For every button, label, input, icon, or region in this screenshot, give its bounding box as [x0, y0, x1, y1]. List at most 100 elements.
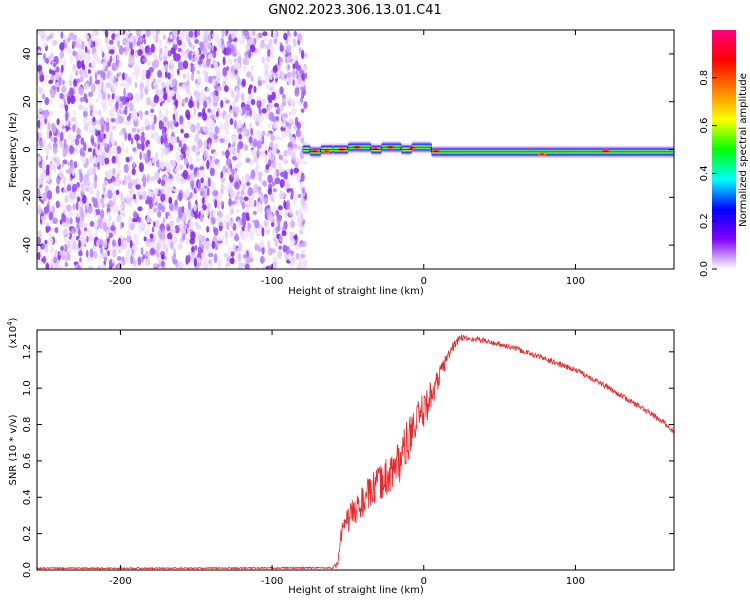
- noise-speckle: [207, 43, 212, 50]
- noise-speckle: [262, 31, 268, 37]
- noise-speckle: [75, 212, 81, 218]
- noise-speckle: [232, 156, 238, 161]
- noise-speckle: [146, 227, 150, 236]
- noise-speckle: [73, 34, 78, 41]
- noise-speckle: [204, 74, 209, 83]
- noise-speckle: [67, 47, 72, 55]
- noise-speckle: [169, 185, 174, 192]
- noise-speckle: [85, 116, 89, 122]
- noise-speckle: [170, 159, 176, 168]
- noise-speckle: [121, 95, 127, 106]
- noise-speckle: [211, 160, 215, 169]
- noise-speckle: [281, 230, 287, 237]
- noise-speckle: [115, 99, 119, 110]
- noise-speckle: [42, 139, 47, 145]
- noise-speckle: [161, 81, 166, 89]
- noise-speckle: [217, 205, 221, 210]
- noise-speckle: [181, 137, 187, 146]
- noise-speckle: [209, 114, 214, 120]
- noise-speckle: [80, 183, 85, 194]
- noise-speckle: [108, 148, 112, 155]
- noise-speckle: [303, 65, 307, 74]
- noise-speckle: [46, 164, 50, 170]
- colorbar-label: Normalized spectral amplitude: [738, 73, 749, 227]
- figure-title: GN02.2023.306.13.01.C41: [268, 3, 442, 18]
- y-tick-label: 1.2: [22, 344, 33, 360]
- noise-speckle: [68, 247, 72, 256]
- noise-speckle: [41, 159, 46, 170]
- noise-speckle: [104, 30, 109, 38]
- noise-speckle: [105, 229, 110, 239]
- noise-speckle: [69, 191, 75, 200]
- noise-speckle: [179, 115, 184, 125]
- noise-speckle: [201, 204, 207, 211]
- noise-speckle: [98, 217, 103, 224]
- noise-speckle: [214, 244, 219, 251]
- noise-speckle: [89, 248, 94, 258]
- noise-speckle: [60, 64, 64, 73]
- noise-speckle: [69, 73, 74, 79]
- noise-speckle: [244, 144, 249, 152]
- noise-speckle: [230, 200, 236, 205]
- noise-speckle: [37, 74, 40, 84]
- noise-speckle: [96, 57, 102, 65]
- noise-speckle: [196, 100, 200, 110]
- noise-speckle: [91, 32, 95, 42]
- noise-speckle: [107, 170, 113, 180]
- noise-speckle: [171, 123, 175, 130]
- noise-speckle: [157, 229, 163, 238]
- noise-speckle: [205, 58, 211, 67]
- noise-speckle: [156, 78, 161, 84]
- noise-speckle: [113, 197, 116, 207]
- noise-speckle: [211, 156, 216, 162]
- noise-speckle: [45, 72, 48, 82]
- noise-speckle: [104, 264, 107, 269]
- noise-speckle: [244, 224, 248, 234]
- y-tick-label: -40: [22, 237, 33, 253]
- noise-speckle: [140, 219, 145, 229]
- noise-speckle: [102, 222, 108, 232]
- noise-speckle: [186, 227, 190, 235]
- snr-y-multiplier: (x104): [6, 317, 19, 348]
- noise-speckle: [201, 236, 207, 246]
- noise-speckle: [255, 165, 259, 175]
- noise-speckle: [87, 256, 90, 263]
- noise-speckle: [37, 251, 41, 261]
- noise-speckle: [292, 63, 296, 70]
- y-tick-label: 0.0: [22, 562, 33, 578]
- noise-speckle: [168, 213, 173, 220]
- noise-speckle: [163, 87, 166, 93]
- noise-speckle: [229, 257, 235, 265]
- noise-speckle: [261, 102, 265, 107]
- noise-speckle: [105, 124, 110, 133]
- noise-speckle: [145, 97, 151, 106]
- noise-speckle: [272, 236, 278, 242]
- noise-speckle: [268, 111, 275, 122]
- noise-speckle: [302, 160, 308, 165]
- noise-speckle: [279, 234, 283, 243]
- signal-hotspot-core: [312, 149, 317, 152]
- noise-speckle: [97, 122, 100, 131]
- noise-speckle: [145, 257, 151, 266]
- noise-speckle: [259, 171, 264, 176]
- noise-speckle: [142, 33, 146, 39]
- noise-speckle: [60, 245, 64, 252]
- noise-speckle: [228, 246, 232, 257]
- noise-speckle: [116, 145, 122, 155]
- noise-speckle: [253, 37, 257, 45]
- noise-speckle: [84, 227, 88, 232]
- noise-speckle: [62, 79, 65, 86]
- noise-speckle: [54, 261, 59, 269]
- noise-speckle: [300, 197, 306, 208]
- noise-speckle: [239, 195, 244, 206]
- noise-speckle: [110, 30, 116, 34]
- noise-speckle: [237, 241, 243, 252]
- noise-speckle: [141, 142, 145, 152]
- noise-speckle: [162, 228, 165, 235]
- noise-speckle: [148, 66, 154, 73]
- noise-speckle: [76, 134, 81, 139]
- noise-speckle: [176, 217, 180, 224]
- noise-speckle: [37, 119, 41, 129]
- noise-speckle: [188, 30, 194, 38]
- noise-speckle: [202, 47, 208, 56]
